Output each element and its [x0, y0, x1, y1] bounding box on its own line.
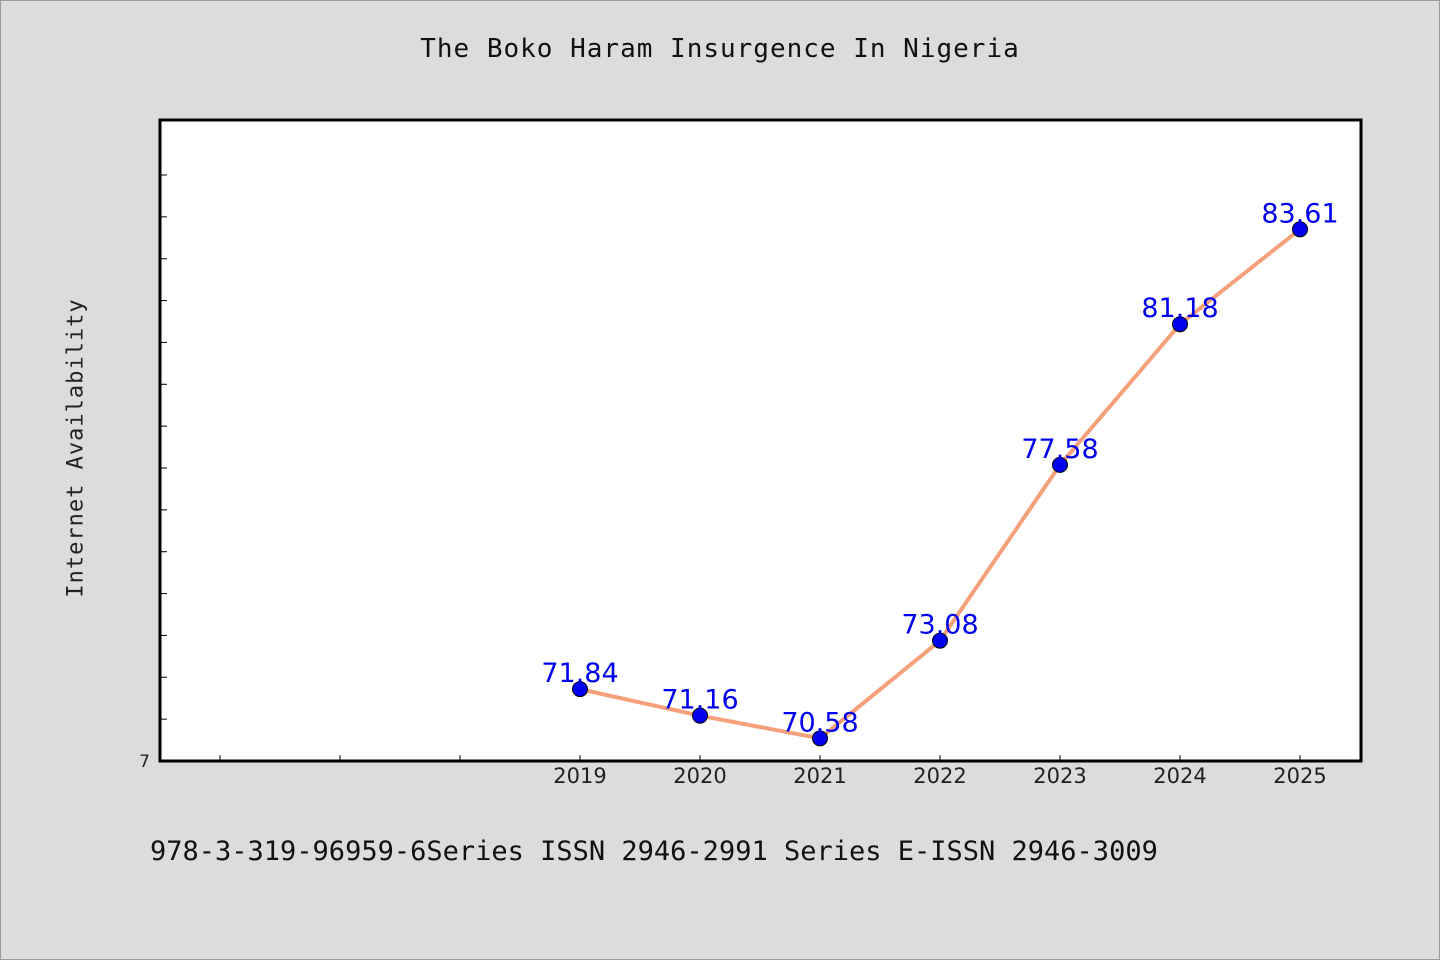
data-label: 77.58 — [1021, 434, 1098, 465]
x-tick-label: 2023 — [1033, 764, 1086, 788]
y-tick-label: 7 — [139, 752, 150, 772]
series-markers — [572, 221, 1308, 747]
x-tick-label: 2025 — [1273, 764, 1326, 788]
data-point — [572, 681, 588, 698]
x-axis-ticks: 2019 2020 2021 2022 2023 2024 2025 — [219, 755, 1327, 788]
data-label: 83.61 — [1261, 198, 1338, 229]
data-label: 73.08 — [901, 610, 978, 641]
data-point — [1292, 221, 1308, 238]
data-label: 81.18 — [1141, 293, 1218, 324]
data-point — [1172, 316, 1188, 333]
data-labels: 71.84 71.16 70.58 73.08 77.58 81.18 83.61 — [541, 198, 1338, 738]
chart-title: The Boko Haram Insurgence In Nigeria — [420, 34, 1020, 64]
data-point — [932, 632, 948, 649]
footer-note: 978-3-319-96959-6Series ISSN 2946-2991 S… — [150, 836, 1158, 867]
x-tick-label: 2021 — [793, 764, 846, 788]
data-label: 71.84 — [541, 658, 618, 689]
data-point — [1052, 456, 1068, 473]
data-point — [812, 730, 828, 747]
data-label: 71.16 — [661, 685, 738, 716]
plot-area — [158, 118, 1363, 763]
x-tick-label: 2019 — [553, 764, 606, 788]
data-point — [692, 707, 708, 724]
x-tick-label: 2020 — [673, 764, 726, 788]
data-label: 70.58 — [781, 707, 858, 738]
y-axis-ticks: 7 — [139, 174, 167, 772]
x-tick-label: 2022 — [913, 764, 966, 788]
x-tick-label: 2024 — [1153, 764, 1206, 788]
